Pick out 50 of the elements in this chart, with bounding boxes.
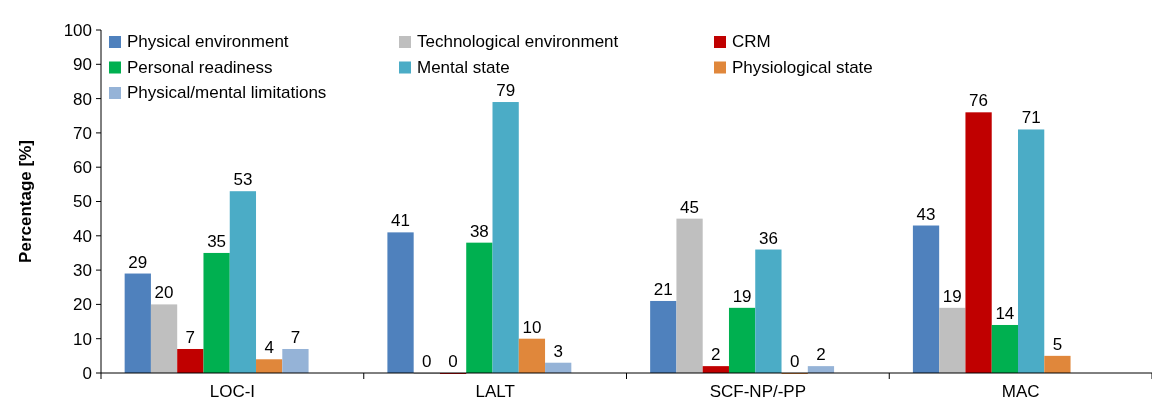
data-label: 35 (207, 231, 227, 251)
legend-label: Physical/mental limitations (127, 83, 327, 102)
data-label: 4 (264, 338, 274, 358)
data-label: 7 (290, 327, 301, 347)
data-label: 19 (942, 286, 962, 306)
legend-label: Physiological state (732, 57, 873, 77)
y-tick-label: 90 (73, 55, 92, 75)
y-axis-title: Percentage [%] (16, 140, 35, 263)
data-label: 38 (469, 221, 489, 241)
data-label: 0 (789, 352, 800, 371)
data-label: 76 (969, 91, 989, 111)
data-label: 0 (422, 352, 432, 371)
data-label: 29 (128, 252, 148, 272)
legend-label: Physical environment (127, 32, 289, 51)
x-tick-label: MAC (1001, 382, 1040, 401)
x-tick-label: LALT (475, 382, 515, 401)
y-tick-label: 40 (73, 226, 92, 246)
data-label: 79 (496, 81, 516, 101)
legend-label: Personal readiness (127, 57, 273, 77)
y-tick-label: 60 (73, 158, 92, 178)
x-tick-label: SCF-NP/-PP (709, 382, 807, 401)
legend-label: Technological environment (417, 32, 619, 51)
data-label: 71 (1021, 108, 1041, 128)
legend-label: Mental state (417, 57, 510, 77)
data-label: 2 (816, 345, 826, 365)
data-label: 10 (522, 317, 542, 337)
data-label: 53 (233, 170, 253, 190)
data-label: 5 (1052, 334, 1063, 354)
y-tick-label: 80 (73, 89, 92, 109)
data-label: 19 (732, 286, 752, 306)
data-label: 7 (185, 327, 196, 347)
y-tick-label: 10 (73, 329, 92, 349)
data-label: 0 (448, 352, 458, 371)
data-label: 36 (758, 228, 778, 248)
data-label: 14 (995, 303, 1015, 323)
data-label: 20 (154, 283, 174, 303)
x-tick-label: LOC-I (209, 382, 256, 401)
y-tick-label: 30 (73, 261, 92, 281)
data-label: 45 (680, 197, 700, 217)
data-label: 21 (653, 279, 673, 299)
data-label: 41 (391, 211, 410, 231)
data-label: 2 (711, 345, 721, 365)
legend-label: CRM (732, 32, 771, 51)
data-label: 3 (553, 341, 563, 361)
y-tick-label: 100 (63, 20, 92, 40)
y-tick-label: 70 (73, 123, 92, 143)
data-label: 43 (916, 204, 936, 224)
y-tick-label: 20 (73, 295, 92, 315)
y-tick-label: 0 (82, 363, 92, 383)
y-tick-label: 50 (73, 192, 92, 212)
